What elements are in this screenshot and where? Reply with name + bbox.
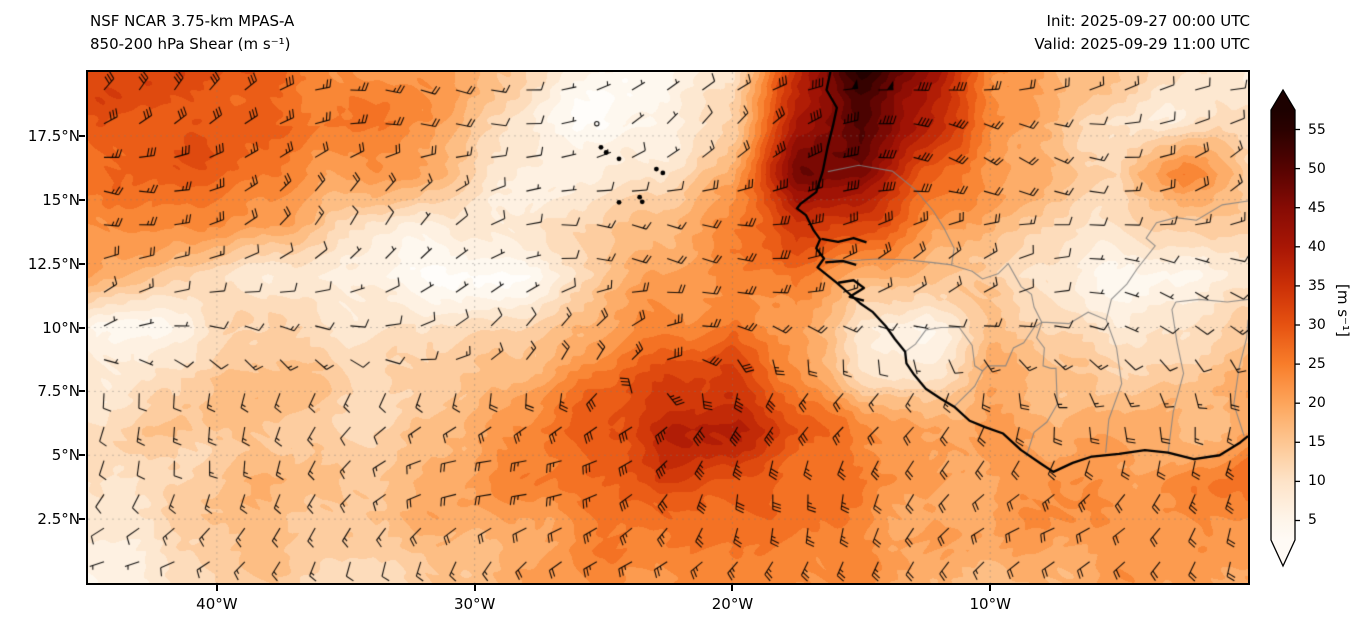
y-axis-tick-label: 5°N [51, 446, 80, 465]
x-axis-tick-mark [473, 585, 476, 591]
x-axis-tick-label: 20°W [711, 595, 754, 613]
x-axis-tick-mark [989, 585, 992, 591]
title-block: NSF NCAR 3.75-km MPAS-A 850-200 hPa Shea… [90, 10, 294, 56]
colorbar-tick-label: 10 [1308, 473, 1326, 490]
y-axis-tick-label: 12.5°N [27, 254, 80, 273]
y-axis-tick-label: 15°N [42, 190, 80, 209]
map-plot [86, 70, 1250, 585]
y-axis-tick-mark [79, 518, 85, 521]
model-title: NSF NCAR 3.75-km MPAS-A [90, 12, 295, 30]
y-axis-tick-mark [79, 390, 85, 393]
y-axis-tick-mark [79, 326, 85, 329]
x-axis-tick-label: 30°W [453, 595, 496, 613]
colorbar-gradient-bar [1270, 88, 1296, 568]
time-block: Init: 2025-09-27 00:00 UTC Valid: 2025-0… [1034, 10, 1250, 56]
field-subtitle: 850-200 hPa Shear (m s⁻¹) [90, 35, 291, 53]
colorbar-tick-label: 30 [1308, 317, 1326, 333]
y-axis-tick-mark [79, 454, 85, 457]
x-axis-tick-label: 40°W [196, 595, 238, 613]
valid-time: Valid: 2025-09-29 11:00 UTC [1034, 35, 1250, 53]
colorbar-svg [1270, 88, 1300, 568]
colorbar-tick-label: 35 [1308, 277, 1326, 294]
colorbar-tick-label: 20 [1308, 395, 1326, 412]
colorbar-tick-label: 50 [1308, 160, 1326, 177]
colorbar-tick-label: 45 [1308, 199, 1326, 216]
y-axis-tick-mark [79, 262, 85, 265]
colorbar [1269, 88, 1303, 570]
colorbar-tick-label: 15 [1308, 434, 1326, 451]
y-axis-tick-label: 17.5°N [27, 126, 80, 145]
shear-map-canvas [88, 72, 1248, 583]
init-time: Init: 2025-09-27 00:00 UTC [1046, 12, 1250, 30]
y-axis-tick-label: 7.5°N [37, 382, 80, 401]
colorbar-unit-label: [m s⁻¹] [1334, 284, 1352, 337]
x-axis-tick-mark [215, 585, 218, 591]
y-axis-tick-label: 2.5°N [37, 510, 80, 529]
y-axis-tick-mark [79, 134, 85, 137]
colorbar-tick-label: 5 [1308, 512, 1317, 529]
x-axis-tick-label: 10°W [969, 595, 1011, 613]
x-axis-tick-mark [731, 585, 734, 591]
y-axis-tick-mark [79, 198, 85, 201]
colorbar-tick-label: 25 [1308, 356, 1326, 373]
colorbar-tick-label: 40 [1308, 238, 1326, 255]
colorbar-tick-label: 55 [1308, 121, 1326, 138]
y-axis-tick-label: 10°N [42, 318, 80, 337]
